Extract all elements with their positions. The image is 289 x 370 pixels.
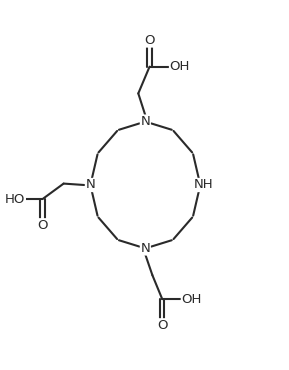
Text: O: O: [157, 319, 168, 332]
Text: OH: OH: [170, 60, 190, 73]
Text: N: N: [140, 242, 150, 255]
Text: O: O: [144, 34, 155, 47]
Text: OH: OH: [181, 293, 202, 306]
Text: O: O: [37, 219, 48, 232]
Text: N: N: [86, 178, 95, 192]
Text: NH: NH: [194, 178, 214, 192]
Text: HO: HO: [5, 193, 25, 206]
Text: N: N: [140, 115, 150, 128]
